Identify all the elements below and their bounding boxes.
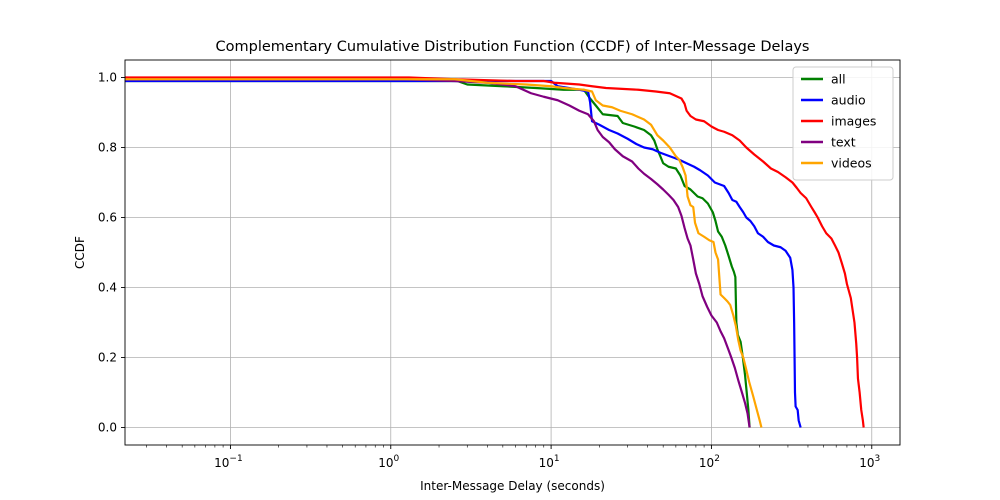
- series-line-text: [125, 78, 751, 428]
- chart-title: Complementary Cumulative Distribution Fu…: [216, 39, 810, 55]
- x-axis-label: Inter-Message Delay (seconds): [420, 479, 605, 493]
- y-tick-label: 0.2: [98, 351, 117, 365]
- x-tick-label: 102: [699, 454, 720, 470]
- legend-label-videos: videos: [831, 156, 872, 171]
- legend-label-audio: audio: [831, 93, 866, 108]
- y-tick-label: 0.8: [98, 141, 117, 155]
- y-axis-label: CCDF: [73, 236, 87, 269]
- y-tick-label: 0.0: [98, 421, 117, 435]
- legend: all audio images text videos: [792, 66, 894, 181]
- series-line-images: [125, 76, 865, 428]
- x-tick-label: 103: [859, 454, 880, 470]
- x-tick-label: 10−1: [214, 454, 243, 470]
- series-lines: [125, 76, 865, 428]
- y-tick-label: 0.4: [98, 281, 117, 295]
- grid: [125, 60, 900, 445]
- series-line-all: [125, 79, 751, 428]
- x-tick-label: 101: [539, 454, 560, 470]
- legend-label-images: images: [831, 114, 876, 129]
- plot-frame: [124, 59, 901, 446]
- series-line-videos: [125, 78, 763, 428]
- y-tick-label: 1.0: [98, 71, 117, 85]
- legend-label-text: text: [831, 135, 856, 150]
- x-tick-label: 100: [378, 454, 399, 470]
- y-tick-label: 0.6: [98, 211, 117, 225]
- axis-ticks: 10−1 100 101 102 103 0.0 0.2 0.4 0.6 0.8 1.0: [98, 71, 880, 471]
- legend-label-all: all: [831, 72, 846, 87]
- series-line-audio: [125, 79, 802, 428]
- legend-box: [792, 66, 894, 181]
